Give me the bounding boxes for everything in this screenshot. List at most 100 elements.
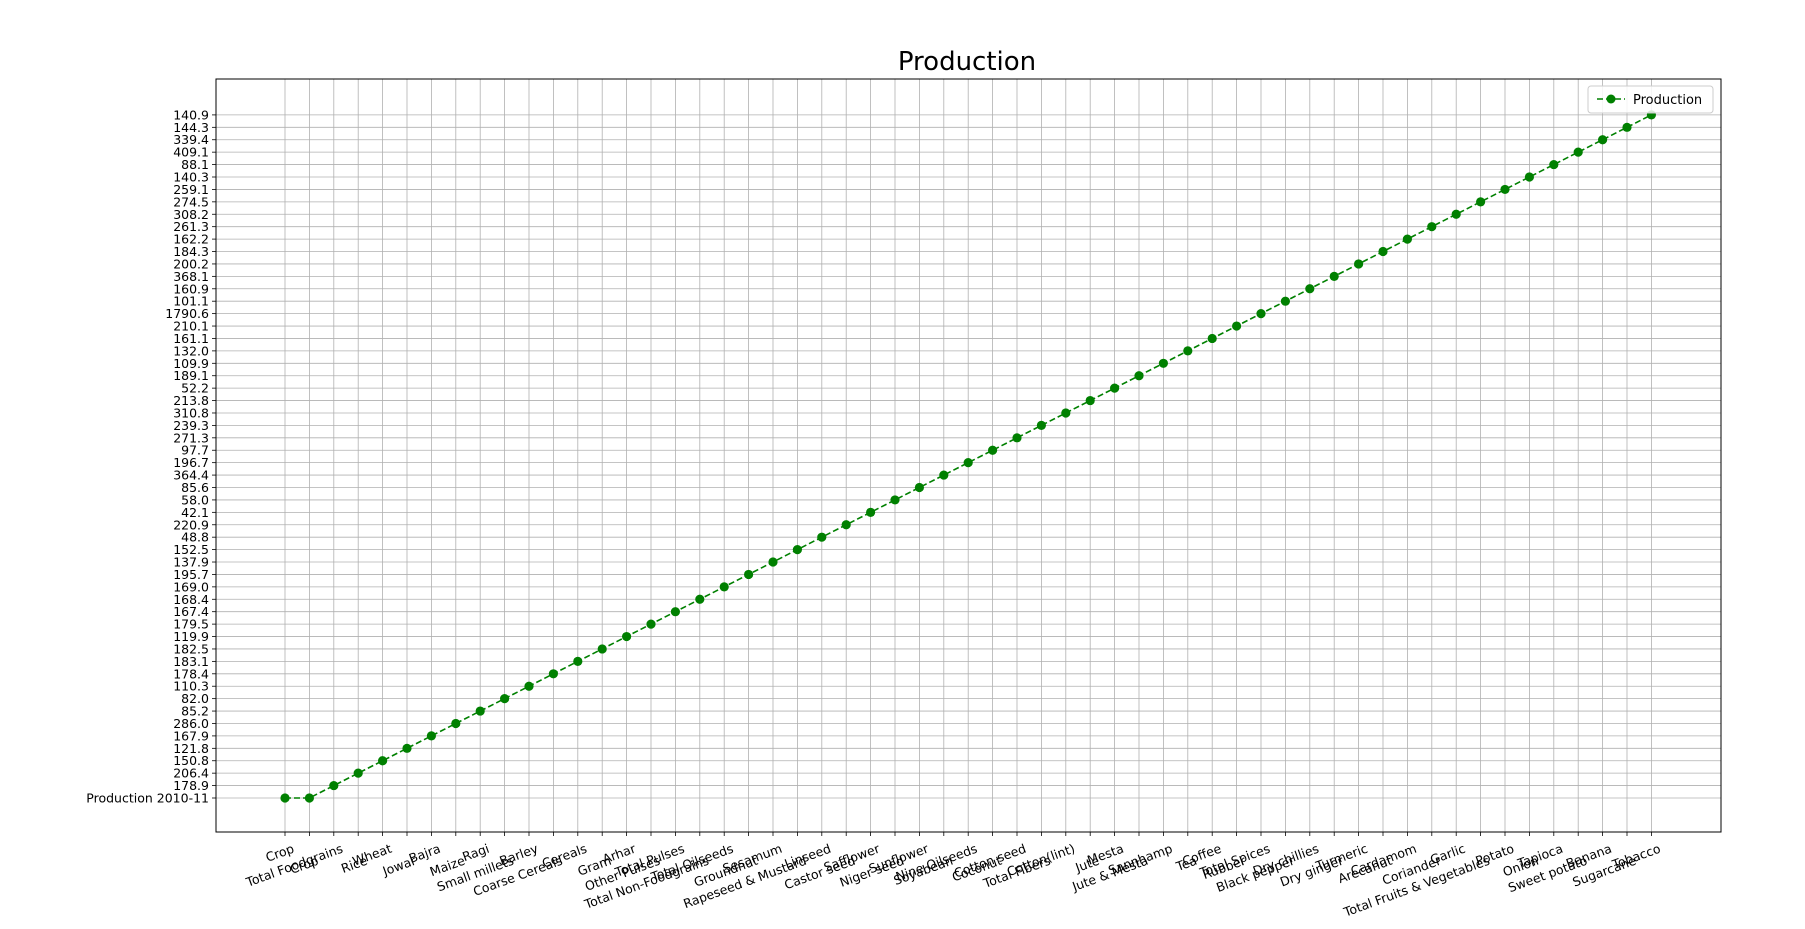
data-point	[426, 731, 436, 741]
y-tick-label: 182.5	[173, 641, 209, 656]
data-point	[304, 793, 314, 803]
y-tick-label: 48.8	[181, 530, 209, 545]
y-tick-label: 167.9	[173, 728, 209, 743]
y-tick-label: 88.1	[181, 157, 209, 172]
y-tick-label: 189.1	[173, 368, 209, 383]
data-point	[475, 706, 485, 716]
y-tick-label: 213.8	[173, 393, 209, 408]
data-point	[1207, 333, 1217, 344]
data-point	[1012, 433, 1022, 443]
data-point	[719, 582, 729, 592]
data-point	[841, 520, 851, 530]
data-point	[280, 793, 290, 803]
data-point	[524, 681, 534, 691]
data-point	[768, 557, 778, 567]
y-tick-label: 239.3	[173, 418, 209, 433]
data-point	[1061, 408, 1071, 418]
legend-box	[1587, 85, 1714, 114]
data-point	[695, 594, 705, 604]
y-axis-ticks: Production 2010-11178.9206.4150.8121.816…	[86, 107, 216, 806]
y-tick-label: 140.3	[173, 170, 209, 185]
y-tick-label: 195.7	[173, 567, 209, 582]
y-tick-label: 308.2	[173, 207, 209, 222]
y-tick-label: 259.1	[173, 182, 209, 197]
data-point	[451, 718, 461, 729]
data-point	[1305, 284, 1315, 294]
y-tick-label: 140.9	[173, 107, 209, 122]
y-tick-label: 364.4	[173, 468, 209, 483]
y-tick-label: 97.7	[181, 443, 209, 458]
plot-frame	[215, 78, 1722, 833]
legend-marker	[1606, 94, 1616, 104]
legend: Production	[1587, 85, 1714, 114]
y-tick-label: 42.1	[181, 505, 209, 520]
series-line	[285, 114, 1652, 799]
y-tick-label: 162.2	[173, 232, 209, 247]
data-point	[548, 669, 559, 679]
y-tick-label: 137.9	[173, 555, 209, 570]
y-tick-label: 286.0	[173, 716, 209, 731]
y-tick-label: 179.5	[173, 617, 209, 632]
y-tick-label: 178.4	[173, 666, 209, 681]
y-tick-label: 144.3	[173, 120, 209, 135]
data-point	[792, 545, 803, 555]
y-tick-label: 52.2	[181, 381, 209, 396]
data-point	[1354, 259, 1364, 269]
y-tick-label: 169.0	[173, 579, 209, 594]
y-tick-label: 110.3	[173, 679, 209, 694]
data-point	[1256, 309, 1266, 319]
data-point	[1232, 321, 1242, 331]
data-point	[939, 470, 949, 480]
data-point	[597, 644, 607, 654]
y-tick-label: 271.3	[173, 430, 209, 445]
y-tick-label: 1790.6	[165, 306, 209, 321]
grid	[216, 79, 1721, 832]
y-tick-label: 339.4	[173, 132, 209, 147]
data-point	[1476, 197, 1486, 207]
data-point	[890, 495, 900, 505]
y-tick-label: 310.8	[173, 405, 209, 420]
y-tick-label: 274.5	[173, 194, 209, 209]
data-point	[1085, 395, 1095, 406]
y-tick-label: 160.9	[173, 281, 209, 296]
y-tick-label: 168.4	[173, 592, 209, 607]
y-tick-label: 210.1	[173, 319, 209, 334]
y-tick-label: 196.7	[173, 455, 209, 470]
data-point	[1573, 147, 1583, 157]
chart-title: Production	[898, 47, 1036, 77]
data-point	[353, 768, 363, 778]
legend-label: Production	[1633, 93, 1702, 108]
y-tick-label: 85.6	[181, 480, 209, 495]
y-tick-label: 167.4	[173, 604, 209, 619]
y-tick-label: 109.9	[173, 356, 209, 371]
data-point	[1451, 209, 1461, 219]
data-point	[1402, 234, 1412, 244]
y-tick-label: 220.9	[173, 517, 209, 532]
y-tick-label: 261.3	[173, 219, 209, 234]
data-point	[329, 780, 339, 791]
y-tick-label: 178.9	[173, 778, 209, 793]
data-point	[1110, 383, 1120, 393]
data-point	[817, 532, 827, 542]
y-tick-label: 368.1	[173, 269, 209, 284]
y-tick-label: 121.8	[173, 741, 209, 756]
data-point	[1036, 420, 1046, 430]
data-point	[1524, 172, 1534, 182]
data-point	[1183, 346, 1193, 356]
y-tick-label: 150.8	[173, 753, 209, 768]
y-tick-label: 82.0	[181, 691, 209, 706]
data-point	[866, 507, 876, 517]
y-tick-label: 85.2	[181, 704, 209, 719]
y-tick-label: 152.5	[173, 542, 209, 557]
data-point	[1158, 358, 1168, 368]
x-tick-label: Total Foodgrains	[243, 841, 345, 890]
data-point	[1549, 159, 1559, 170]
y-tick-label: 183.1	[173, 654, 209, 669]
y-tick-label: 119.9	[173, 629, 209, 644]
data-point	[402, 743, 412, 753]
data-point	[1378, 246, 1388, 257]
y-tick-label: 101.1	[173, 294, 209, 309]
data-point	[988, 445, 998, 455]
